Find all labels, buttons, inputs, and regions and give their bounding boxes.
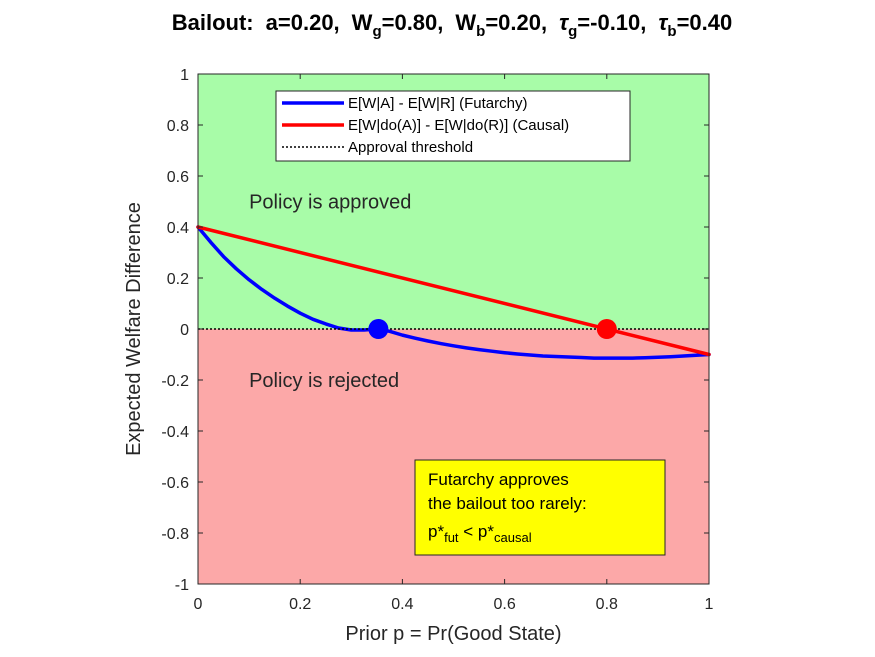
title-param-value-3: =-0.10, (577, 10, 646, 35)
annotation-box: Futarchy approves the bailout too rarely:… (414, 459, 666, 556)
reject-region-label: Policy is rejected (249, 370, 399, 392)
x-tick-label: 0.2 (289, 596, 311, 613)
title-param-value-1: =0.80, (382, 10, 444, 35)
title-param-value-0: =0.20, (278, 10, 340, 35)
annotation-line-0: Futarchy approves (428, 470, 569, 489)
title-param-sub-4: b (667, 23, 676, 40)
legend-label-0: E[W|A] - E[W|R] (Futarchy) (348, 95, 527, 112)
y-tick-label: 1 (180, 67, 189, 84)
region-labels-layer: Policy is approved Policy is rejected (249, 192, 411, 393)
title-param-0: a (266, 10, 279, 35)
formula-part-2: < (459, 522, 478, 541)
title-prefix: Bailout: (172, 10, 254, 35)
series-line-0 (196, 225, 711, 360)
y-tick-label: -0.6 (161, 475, 189, 492)
series-line-1 (196, 225, 711, 357)
formula-part-4: causal (494, 530, 532, 545)
annotation-line-1: the bailout too rarely: (428, 494, 587, 513)
y-tick-label: -0.2 (161, 373, 189, 390)
x-tick-label: 0.6 (493, 596, 515, 613)
y-tick-label: -0.4 (161, 424, 189, 441)
futarchy-threshold-point (368, 319, 389, 339)
series-layer (196, 225, 711, 360)
annotation-background (414, 459, 666, 556)
y-tick-label: 0.2 (167, 271, 189, 288)
x-tick-label: 0 (194, 596, 203, 613)
y-tick-label: 0.8 (167, 118, 189, 135)
title-param-1: W (352, 10, 373, 35)
title-param-value-4: =0.40 (677, 10, 733, 35)
y-tick-label: -1 (175, 577, 189, 594)
legend: E[W|A] - E[W|R] (Futarchy) E[W|do(A)] - E… (275, 90, 631, 162)
y-axis-ticks: -1 -0.8 -0.6 -0.4 -0.2 0 0.2 0.4 0.6 0.8 1 (161, 67, 709, 594)
title-param-2: W (455, 10, 476, 35)
title-param-3: τ (559, 10, 569, 35)
x-axis-label: Prior p = Pr(Good State) (345, 623, 561, 645)
title-param-4: τ (658, 10, 668, 35)
formula-part-0: p* (428, 522, 444, 541)
x-tick-label: 0.8 (596, 596, 618, 613)
title-param-sub-2: b (476, 23, 485, 40)
formula-part-3: p* (478, 522, 494, 541)
causal-threshold-point (596, 319, 617, 339)
legend-label-1: E[W|do(A)] - E[W|do(R)] (Causal) (348, 117, 569, 134)
chart-title: Bailout: a=0.20, Wg=0.80, Wb=0.20, τg=-0.10,… (172, 10, 732, 40)
y-tick-label: 0 (180, 322, 189, 339)
x-tick-label: 0.4 (391, 596, 413, 613)
x-tick-label: 1 (705, 596, 714, 613)
title-param-sub-3: g (568, 23, 577, 40)
annotation-formula: p*fut < p*causal (428, 522, 532, 545)
y-axis-label: Expected Welfare Difference (123, 202, 145, 456)
formula-part-1: fut (444, 530, 459, 545)
title-param-value-2: =0.20, (485, 10, 547, 35)
y-tick-label: 0.4 (167, 220, 189, 237)
x-axis-ticks: 0 0.2 0.4 0.6 0.8 1 (194, 74, 714, 613)
y-tick-label: 0.6 (167, 169, 189, 186)
approve-region-label: Policy is approved (249, 192, 411, 214)
title-param-sub-1: g (372, 23, 381, 40)
y-tick-label: -0.8 (161, 526, 189, 543)
legend-label-2: Approval threshold (348, 139, 473, 156)
points-layer (368, 319, 617, 339)
